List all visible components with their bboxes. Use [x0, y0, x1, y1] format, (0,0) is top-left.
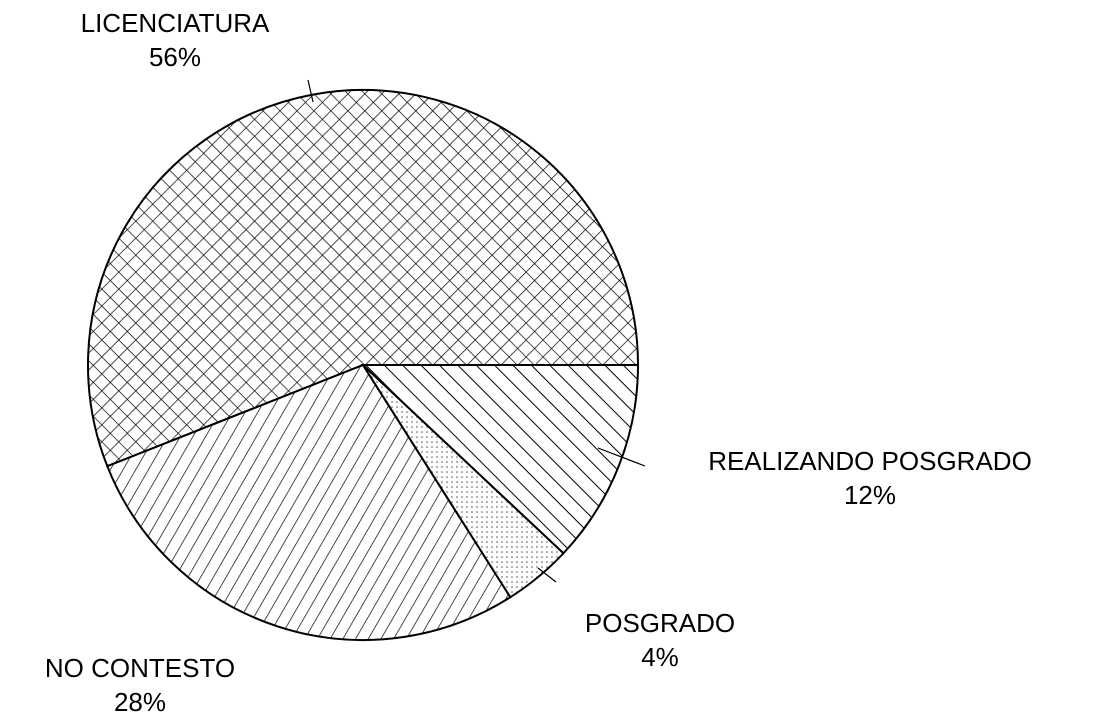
slice-value-label: 28% — [114, 687, 166, 717]
slice-label: NO CONTESTO — [45, 653, 235, 683]
pie — [87, 89, 640, 641]
slice-value-label: 56% — [149, 42, 201, 72]
labels: LICENCIATURA 56% NO CONTESTO 28% POSGRADO 4% R… — [45, 8, 1032, 717]
slice-value-label: 12% — [844, 480, 896, 510]
slice-label: REALIZANDO POSGRADO — [708, 446, 1032, 476]
slice-label: LICENCIATURA — [81, 8, 270, 38]
leader-line — [307, 79, 314, 103]
slice-label: POSGRADO — [585, 608, 735, 638]
leader-line — [537, 567, 557, 583]
pie-slice — [360, 364, 640, 555]
slice-value-label: 4% — [641, 642, 679, 672]
pie-slice — [106, 363, 512, 641]
leader-line — [597, 447, 646, 467]
